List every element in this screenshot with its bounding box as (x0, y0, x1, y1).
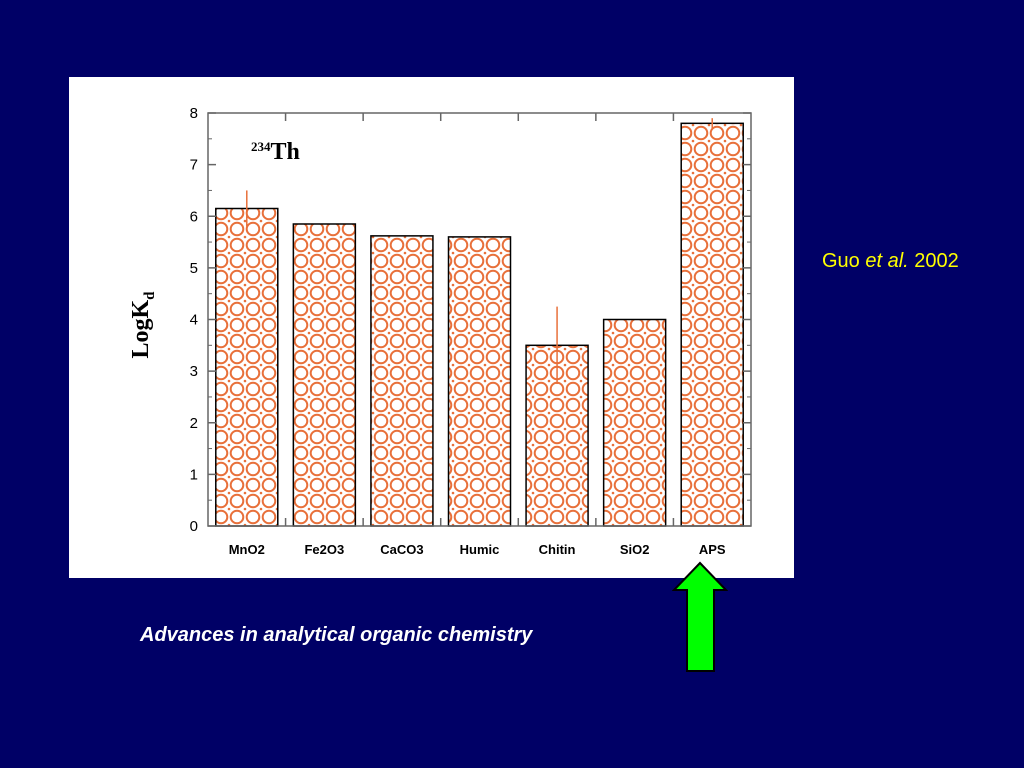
bar-fe2o3 (292, 223, 357, 527)
isotope-element: Th (271, 139, 300, 165)
citation-year: 2002 (914, 250, 959, 272)
bar-caco3 (370, 235, 434, 527)
x-tick-label: Chitin (539, 542, 576, 557)
y-tick-label: 4 (190, 312, 198, 329)
bar-aps (680, 122, 744, 527)
bar-humic (447, 236, 512, 527)
x-tick-label: MnO2 (229, 542, 265, 557)
y-tick-label: 6 (190, 208, 198, 225)
slide-caption: Advances in analytical organic chemistry (140, 624, 533, 646)
y-axis-label-main: LogK (128, 300, 154, 359)
y-axis-label: LogKd (128, 291, 158, 359)
y-tick-label: 8 (190, 105, 198, 122)
x-tick-label: APS (699, 542, 726, 557)
x-tick-label: Humic (460, 542, 500, 557)
x-tick-label: Fe2O3 (304, 542, 344, 557)
y-tick-label: 2 (190, 415, 198, 432)
x-tick-label: CaCO3 (380, 542, 423, 557)
y-axis-label-sub: d (142, 291, 158, 300)
chart-panel: MnO2 Fe2O3 CaCO3 Humic Chitin SiO2 APS 0 1 2 3 4 5 6 7… (69, 77, 794, 578)
up-arrow-icon (672, 561, 728, 672)
y-tick-label: 3 (190, 363, 198, 380)
bar-chart: MnO2 Fe2O3 CaCO3 Humic Chitin SiO2 APS01234567… (128, 105, 752, 557)
bar-sio2 (602, 318, 667, 527)
citation-author: Guo (822, 250, 860, 272)
bar-mno2 (215, 207, 279, 527)
y-tick-label: 5 (190, 260, 198, 277)
citation: Guo et al. 2002 (822, 250, 959, 273)
chart-annotation-isotope: 234Th (251, 139, 300, 165)
x-tick-label: SiO2 (620, 542, 650, 557)
y-tick-label: 1 (190, 466, 198, 483)
y-tick-label: 0 (190, 518, 198, 535)
citation-etal: et al. (865, 250, 909, 272)
isotope-mass-number: 234 (251, 139, 271, 154)
y-tick-label: 7 (190, 157, 198, 174)
